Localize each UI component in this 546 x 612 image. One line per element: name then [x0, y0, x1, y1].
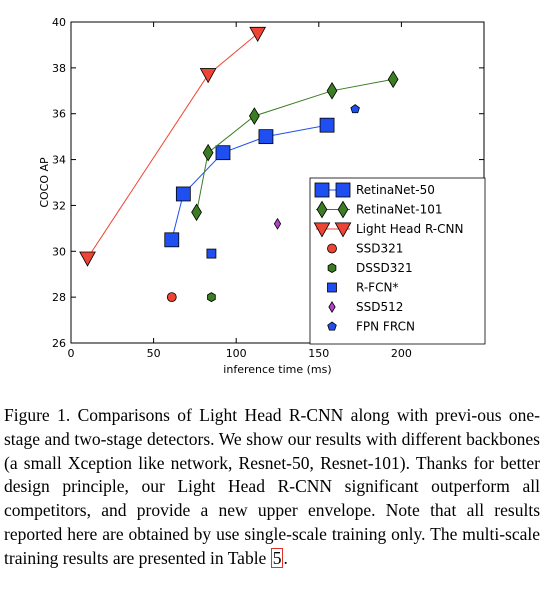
legend-marker-retinanet-50: [335, 182, 351, 198]
legend-label-light-head-r-cnn: Light Head R-CNN: [356, 222, 463, 236]
data-point-r-fcn: [206, 248, 217, 259]
data-point-ssd512: [273, 217, 282, 230]
data-point-retinanet-50: [215, 145, 231, 161]
data-point-retinanet-101: [249, 107, 260, 125]
legend-marker-retinanet-101: [337, 200, 349, 219]
y-tick-label: 30: [52, 245, 66, 258]
data-point-retinanet-101: [191, 203, 202, 222]
x-tick-label: 50: [147, 347, 161, 360]
legend-label-fpn-frcn: FPN FRCN: [356, 320, 415, 334]
legend-marker-r-fcn: [327, 282, 337, 293]
data-point-retinanet-50: [258, 129, 274, 145]
y-tick-label: 40: [52, 16, 66, 29]
legend-marker-ssd512: [328, 301, 336, 313]
x-tick-label: 100: [226, 347, 247, 360]
table-reference-link[interactable]: 5: [270, 547, 284, 568]
y-tick-label: 32: [52, 199, 66, 212]
x-tick-label: 150: [308, 347, 329, 360]
data-point-retinanet-101: [387, 70, 399, 89]
data-point-fpn-frcn: [350, 104, 360, 114]
series-line-light-head-r-cnn: [87, 33, 259, 259]
legend-marker-light-head-r-cnn: [334, 222, 352, 238]
legend-label-retinanet-50: RetinaNet-50: [356, 183, 435, 197]
data-point-light-head-r-cnn: [79, 251, 96, 267]
x-axis-label: inference time (ms): [223, 363, 331, 376]
data-point-retinanet-50: [175, 186, 191, 202]
data-point-light-head-r-cnn: [249, 26, 267, 42]
data-point-dssd321: [207, 292, 216, 303]
series-line-retinanet-50: [171, 124, 328, 240]
chart-svg: 0 50 100 150 200 26 28 30 32 34 36 38 40 inference ti…: [38, 16, 486, 376]
legend-label-retinanet-101: RetinaNet-101: [356, 203, 442, 217]
chart-area: 0 50 100 150 200 26 28 30 32 34 36 38 40 inference ti…: [38, 16, 486, 376]
legend-marker-ssd321: [327, 243, 337, 254]
y-tick-label: 36: [52, 108, 66, 121]
x-tick-label: 200: [391, 347, 412, 360]
y-tick-label: 38: [52, 62, 66, 75]
legend-box: [309, 177, 486, 345]
y-tick-label: 28: [52, 291, 66, 304]
legend-marker-retinanet-50: [314, 182, 330, 198]
legend-marker-retinanet-101: [316, 200, 328, 219]
data-point-ssd321: [166, 292, 177, 303]
legend-label-ssd512: SSD512: [356, 300, 403, 314]
caption-end: .: [283, 547, 288, 568]
data-point-retinanet-101: [326, 81, 338, 100]
legend-marker-light-head-r-cnn: [313, 222, 331, 238]
y-axis-label: COCO AP: [38, 157, 51, 208]
data-point-retinanet-50: [319, 117, 335, 133]
figure-caption: Figure 1. Comparisons of Light Head R-CN…: [4, 404, 540, 571]
y-tick-label: 34: [52, 154, 66, 167]
caption-text: Figure 1. Comparisons of Light Head R-CN…: [4, 405, 540, 568]
legend-label-ssd321: SSD321: [356, 242, 403, 256]
data-point-retinanet-101: [202, 143, 214, 162]
data-point-light-head-r-cnn: [199, 68, 217, 84]
legend-label-dssd321: DSSD321: [356, 261, 413, 275]
y-tick-label: 26: [52, 337, 66, 350]
data-point-retinanet-50: [164, 232, 180, 248]
legend-marker-fpn-frcn: [327, 321, 337, 331]
legend-label-r-fcn: R-FCN*: [356, 281, 398, 295]
legend-marker-dssd321: [327, 263, 337, 273]
x-tick-label: 0: [68, 347, 75, 360]
